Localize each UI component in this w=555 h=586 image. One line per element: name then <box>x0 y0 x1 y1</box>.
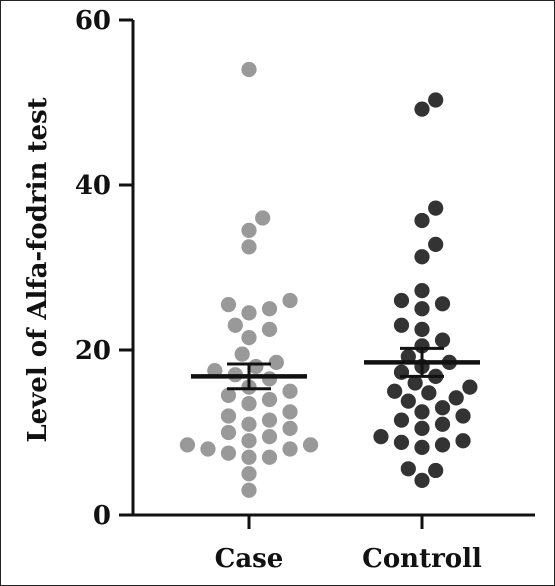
data-point-case <box>261 412 278 428</box>
data-point-case <box>248 358 264 375</box>
data-point-case <box>220 445 237 461</box>
data-point-case <box>241 239 257 255</box>
data-point-case <box>282 441 298 457</box>
y-tick-label: 20 <box>75 336 111 366</box>
data-point-case <box>261 429 278 445</box>
data-point-controll <box>414 249 430 265</box>
data-point-controll <box>414 101 430 117</box>
data-point-controll <box>414 420 430 436</box>
data-point-case <box>179 437 196 453</box>
data-point-case <box>241 416 257 432</box>
data-point-case <box>282 404 298 420</box>
data-point-controll <box>428 92 444 108</box>
data-point-case <box>241 482 257 498</box>
data-point-case <box>220 387 237 403</box>
data-point-controll <box>434 400 451 416</box>
data-point-case <box>220 424 237 441</box>
data-point-case <box>282 383 298 399</box>
data-point-case <box>200 441 216 457</box>
mean-sem-bars <box>191 346 480 391</box>
data-point-controll <box>421 385 437 401</box>
data-point-case <box>261 391 278 408</box>
data-point-controll <box>414 404 430 420</box>
data-point-controll <box>393 292 410 309</box>
data-point-case <box>261 301 278 317</box>
data-point-case <box>241 222 257 238</box>
data-point-case <box>241 61 257 78</box>
data-point-controll <box>414 472 430 488</box>
data-point-controll <box>428 462 444 479</box>
data-point-case <box>261 449 278 465</box>
data-point-controll <box>428 200 444 216</box>
data-point-controll <box>393 317 410 333</box>
data-point-controll <box>455 408 471 424</box>
data-point-case <box>261 321 278 337</box>
data-point-controll <box>400 393 416 409</box>
data-point-case <box>241 466 257 482</box>
y-tick-label: 60 <box>75 6 111 36</box>
data-point-controll <box>414 321 430 337</box>
y-tick-label: 40 <box>75 171 111 201</box>
data-point-controll <box>455 433 471 449</box>
data-point-case <box>302 437 319 453</box>
data-point-controll <box>414 212 430 229</box>
data-point-controll <box>434 332 451 348</box>
data-point-case <box>261 371 278 387</box>
data-point-controll <box>393 412 410 428</box>
data-point-case <box>268 354 284 370</box>
data-point-case <box>220 408 237 424</box>
data-point-controll <box>434 296 451 312</box>
data-point-controll <box>428 236 444 252</box>
data-point-controll <box>414 439 430 455</box>
data-point-case <box>220 297 237 313</box>
axes: 0 20 40 60 Case Controll <box>75 6 535 574</box>
data-point-controll <box>393 434 410 450</box>
data-point-case <box>255 210 271 226</box>
data-point-controll <box>400 461 416 477</box>
data-points <box>179 61 478 498</box>
data-point-controll <box>414 283 430 299</box>
data-point-controll <box>434 437 451 453</box>
data-point-case <box>241 396 257 412</box>
data-point-controll <box>448 390 464 406</box>
data-point-controll <box>462 379 478 395</box>
x-tick-label: Case <box>215 544 284 574</box>
data-point-case <box>234 346 250 362</box>
data-point-controll <box>373 429 389 445</box>
x-tick-label: Controll <box>362 544 482 574</box>
data-point-controll <box>434 416 451 432</box>
data-point-case <box>241 433 257 449</box>
data-point-controll <box>387 383 403 399</box>
data-point-case <box>241 305 257 321</box>
data-point-case <box>282 292 298 309</box>
data-point-controll <box>414 301 430 317</box>
data-point-case <box>241 449 257 465</box>
data-point-case <box>227 317 243 333</box>
y-tick-label: 0 <box>93 501 111 531</box>
y-axis-label: Level of Alfa-fodrin test <box>23 97 53 442</box>
data-point-controll <box>407 375 423 391</box>
data-point-case <box>241 330 257 346</box>
data-point-case <box>282 420 298 436</box>
